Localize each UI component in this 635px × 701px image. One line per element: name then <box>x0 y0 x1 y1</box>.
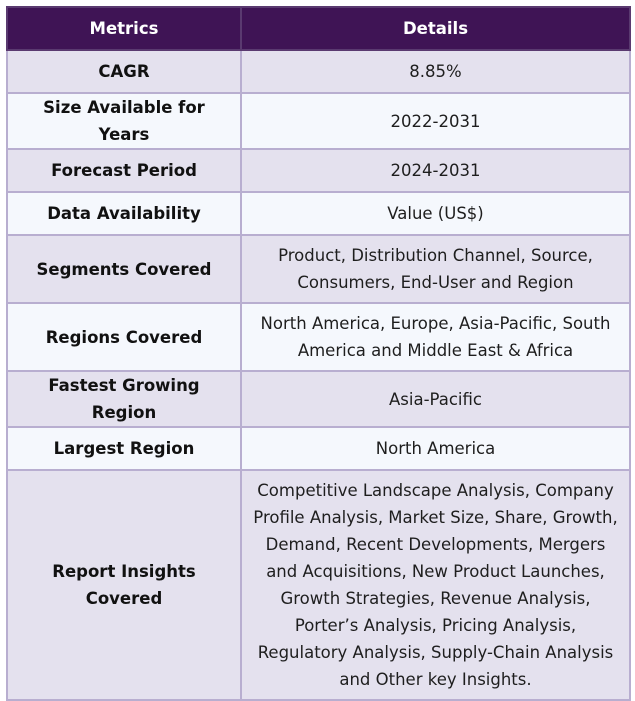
metric-cell: Regions Covered <box>6 302 242 372</box>
metric-cell: Data Availability <box>6 191 242 236</box>
details-cell: 2022-2031 <box>240 92 631 150</box>
table-row: Data Availability Value (US$) <box>6 191 631 236</box>
table-row: Size Available for Years 2022-2031 <box>6 92 631 150</box>
table-row: Regions Covered North America, Europe, A… <box>6 302 631 372</box>
table-row: Report Insights Covered Competitive Land… <box>6 469 631 701</box>
metric-cell: Largest Region <box>6 426 242 471</box>
details-cell: North America <box>240 426 631 471</box>
table-row: Fastest Growing Region Asia-Pacific <box>6 370 631 428</box>
table-row: Largest Region North America <box>6 426 631 471</box>
details-cell: 8.85% <box>240 49 631 94</box>
details-cell: Value (US$) <box>240 191 631 236</box>
metrics-table-container: Metrics Details CAGR 8.85% Size Availabl… <box>6 6 631 701</box>
metric-cell: Report Insights Covered <box>6 469 242 701</box>
metric-cell: Fastest Growing Region <box>6 370 242 428</box>
header-details: Details <box>240 6 631 51</box>
details-cell: 2024-2031 <box>240 148 631 193</box>
metric-cell: Size Available for Years <box>6 92 242 150</box>
header-metrics: Metrics <box>6 6 242 51</box>
details-cell: Asia-Pacific <box>240 370 631 428</box>
table-header-row: Metrics Details <box>6 6 631 51</box>
details-cell: Product, Distribution Channel, Source, C… <box>240 234 631 304</box>
metric-cell: Forecast Period <box>6 148 242 193</box>
table-row: Forecast Period 2024-2031 <box>6 148 631 193</box>
details-cell: North America, Europe, Asia-Pacific, Sou… <box>240 302 631 372</box>
details-cell: Competitive Landscape Analysis, Company … <box>240 469 631 701</box>
metric-cell: Segments Covered <box>6 234 242 304</box>
table-row: Segments Covered Product, Distribution C… <box>6 234 631 304</box>
table-row: CAGR 8.85% <box>6 49 631 94</box>
metric-cell: CAGR <box>6 49 242 94</box>
metrics-table: Metrics Details CAGR 8.85% Size Availabl… <box>6 6 631 701</box>
